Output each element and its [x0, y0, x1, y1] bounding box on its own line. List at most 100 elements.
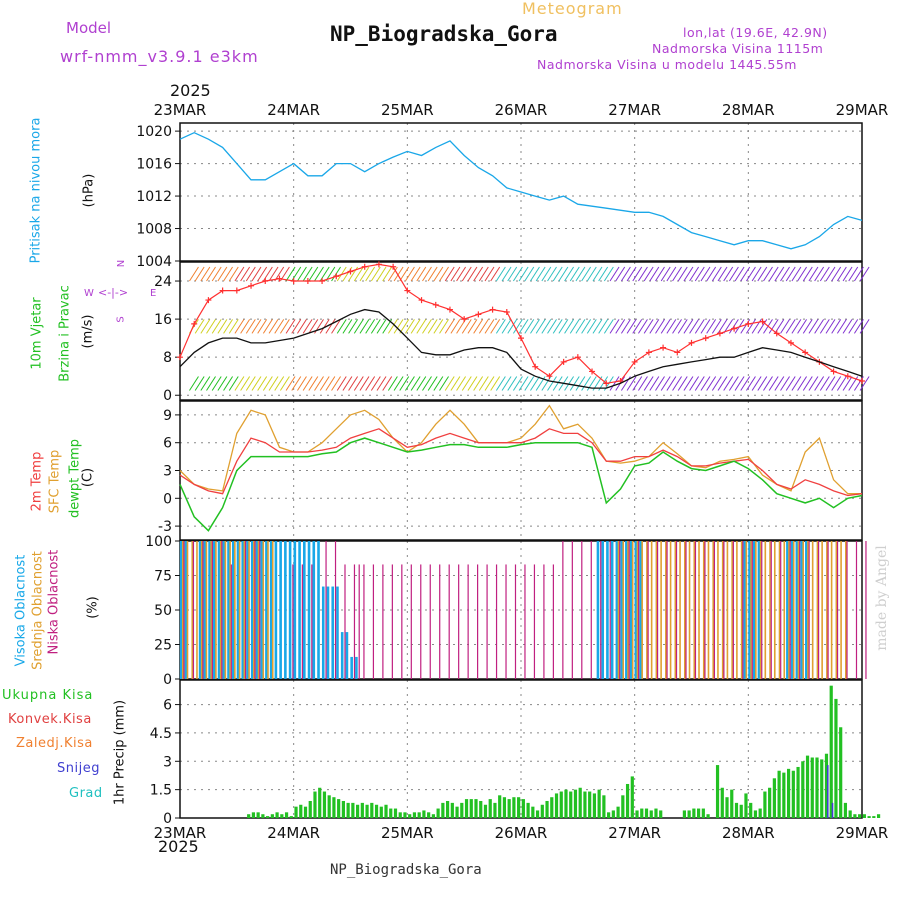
wind-barb	[575, 376, 586, 391]
wind-barb	[257, 266, 268, 282]
wind-barb	[689, 266, 700, 282]
precip-bar	[621, 795, 625, 818]
precip-bar	[280, 814, 284, 818]
wind-speed-line	[179, 308, 863, 389]
wind-barb	[746, 266, 756, 282]
precip-bar	[450, 802, 454, 818]
precip-bar	[725, 797, 729, 818]
wind-barb	[768, 266, 779, 282]
cloud-bar	[222, 541, 226, 679]
cloud-bar	[723, 541, 725, 679]
cloud-bar	[331, 586, 335, 679]
wind-barb	[433, 376, 444, 391]
wind-barb	[234, 319, 245, 334]
wind-barb	[268, 266, 279, 282]
cloud-bar	[213, 541, 216, 679]
snow-bar	[831, 802, 834, 818]
wind-barb	[734, 376, 745, 391]
cloud-bar	[601, 541, 604, 679]
precip-bar	[777, 770, 781, 818]
wind-barb	[365, 376, 376, 391]
wind-barb	[297, 266, 307, 282]
wind-barb	[836, 376, 847, 391]
precip-bar	[483, 804, 488, 818]
x-tick-label-top: 25MAR	[381, 101, 434, 119]
precip-bar	[332, 797, 336, 818]
wind-barb	[666, 319, 677, 334]
precip-bar	[379, 806, 383, 818]
wind-barb	[336, 319, 347, 334]
wind-barb	[564, 319, 574, 334]
cloud-bar	[253, 541, 255, 679]
cloud-bar	[429, 564, 431, 679]
cloud-bar	[345, 632, 349, 679]
cloud-bar	[271, 541, 274, 679]
y-tick-label: 16	[154, 312, 172, 328]
wind-gust-marker	[674, 349, 681, 356]
wind-barb	[689, 376, 700, 391]
wind-barb	[405, 376, 415, 391]
wind-gust-marker	[802, 349, 809, 356]
wind-barb	[461, 376, 472, 391]
cloud-bar	[238, 541, 241, 679]
cloud-bar	[757, 541, 761, 679]
cloud-bar	[743, 541, 747, 679]
cloud-bar	[267, 541, 269, 679]
cloud-bar	[234, 541, 236, 679]
precip-bar	[597, 789, 601, 818]
wind-barb	[217, 319, 228, 334]
precip-bar	[266, 816, 270, 818]
pressure-line	[179, 131, 863, 250]
y-tick-label: 0	[163, 811, 172, 827]
wind-barb	[717, 266, 728, 282]
wind-gust-marker	[333, 273, 340, 280]
wind-barb	[484, 319, 495, 334]
wind-gust-marker	[603, 380, 610, 387]
cloud-bar	[439, 564, 441, 679]
wind-gust-marker	[319, 278, 326, 285]
wind-barb	[359, 266, 370, 282]
wind-barb	[370, 266, 381, 282]
precip-bar	[327, 795, 331, 818]
wind-barb	[513, 266, 523, 282]
cloud-bar	[590, 541, 592, 679]
wind-barb	[308, 376, 319, 391]
wind-barb	[660, 376, 671, 391]
cloud-bar	[288, 541, 292, 679]
precip-bar	[858, 814, 862, 818]
cloud-bar	[382, 564, 384, 679]
precip-bar	[839, 727, 843, 818]
cloud-bar	[311, 564, 313, 679]
cloud-bar	[641, 541, 643, 679]
wind-barb	[609, 266, 620, 282]
wind-barb	[416, 319, 427, 334]
precip-legend-total: Ukupna Kisa	[2, 688, 94, 703]
precip-bar	[531, 806, 535, 818]
cloud-bar	[840, 541, 842, 679]
wind-barb	[859, 376, 870, 391]
precip-bar	[469, 799, 473, 818]
compass-w: W	[84, 288, 94, 299]
year-top: 2025	[170, 81, 211, 100]
wind-gust-marker	[347, 268, 354, 275]
wind-barb	[609, 319, 620, 334]
precip-legend-snow: Snijeg	[57, 761, 100, 776]
wind-barb	[251, 266, 262, 282]
cloud-bar	[846, 541, 848, 679]
precip-bar	[550, 797, 554, 818]
precip-bar	[441, 802, 445, 818]
precip-bar	[365, 804, 369, 818]
wind-gust-marker	[177, 354, 183, 361]
wind-gust-marker	[418, 297, 425, 304]
precip-bar	[251, 812, 256, 818]
wind-gust-marker	[660, 344, 667, 351]
precip-bar	[611, 810, 615, 818]
cloud-bar	[726, 541, 729, 679]
wind-barb	[393, 319, 404, 334]
precip-bar	[701, 808, 705, 818]
precip-bar	[782, 772, 786, 818]
wind-barb	[814, 376, 825, 391]
precip-bar	[853, 814, 857, 818]
wind-barb	[206, 319, 216, 334]
y-tick-label: 75	[154, 569, 172, 585]
